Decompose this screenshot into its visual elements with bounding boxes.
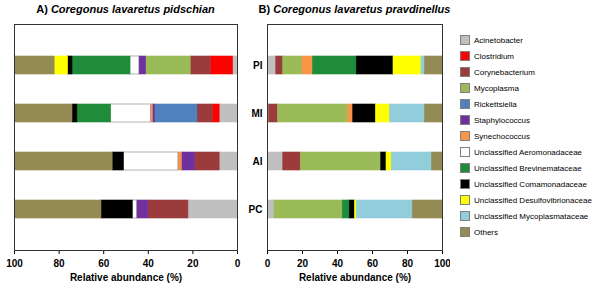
html-text:A) Coregonus lavaretus pidschi: A) Coregonus lavaretus pidschian [36, 3, 215, 15]
svg-text:80: 80 [54, 258, 66, 269]
html-text:B) Coregonus lavaretus pravdin: B) Coregonus lavaretus pravdinellus [258, 3, 451, 15]
svg-text:0: 0 [265, 258, 271, 269]
svg-text:AI: AI [253, 156, 263, 167]
svg-text:MI: MI [251, 108, 262, 119]
html-text:Unclassified Brevinemataceae: Unclassified Brevinemataceae [474, 163, 582, 173]
svg-text:Relative abundance (%): Relative abundance (%) [299, 272, 411, 283]
svg-text:80: 80 [402, 258, 414, 269]
html-text:Unclassified Mycoplasmataceae: Unclassified Mycoplasmataceae [474, 211, 589, 221]
html-text:Synechococcus: Synechococcus [474, 131, 530, 141]
svg-text:20: 20 [187, 258, 199, 269]
html-text:Unclassified Aeromonadaceae: Unclassified Aeromonadaceae [474, 147, 583, 157]
html-text:Acinetobacter: Acinetobacter [474, 35, 523, 45]
svg-text:0: 0 [235, 258, 241, 269]
html-text:Rickettsiella: Rickettsiella [474, 99, 517, 109]
html-text:Unclassified Comamonadaceae: Unclassified Comamonadaceae [474, 179, 587, 189]
svg-text:40: 40 [143, 258, 155, 269]
svg-text:60: 60 [367, 258, 379, 269]
html-text:Corynebacterium: Corynebacterium [474, 67, 535, 77]
svg-text:PI: PI [253, 60, 263, 71]
svg-text:100: 100 [6, 258, 23, 269]
html-text:Staphylococcus: Staphylococcus [474, 115, 530, 125]
svg-text:40: 40 [332, 258, 344, 269]
html-text:Others: Others [474, 227, 498, 237]
svg-text:20: 20 [297, 258, 309, 269]
html-text:Unclassified Desulfovibrionace: Unclassified Desulfovibrionaceae [474, 195, 592, 205]
html-text:Mycoplasma: Mycoplasma [474, 83, 519, 93]
svg-text:Relative abundance (%): Relative abundance (%) [70, 272, 182, 283]
svg-text:60: 60 [98, 258, 110, 269]
svg-text:PC: PC [249, 204, 263, 215]
html-text:Clostridium: Clostridium [474, 51, 514, 61]
svg-text:100: 100 [434, 258, 450, 269]
